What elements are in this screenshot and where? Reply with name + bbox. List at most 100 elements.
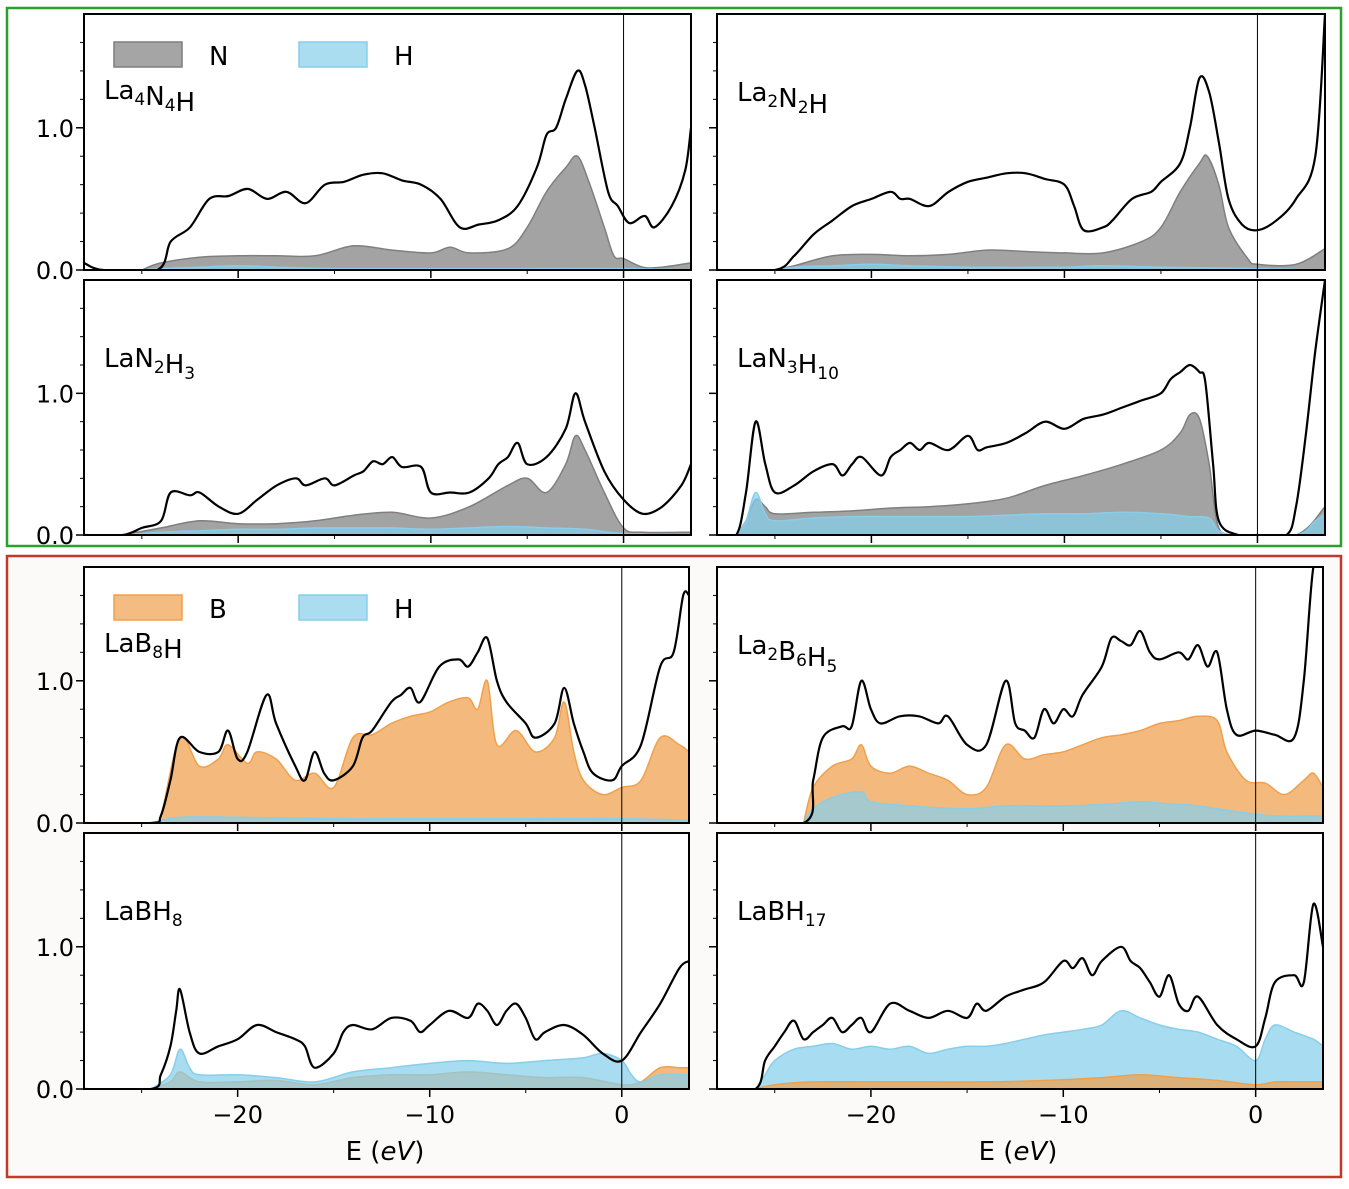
panel-la2n2h: La2N2H	[709, 13, 1326, 278]
formula-subscript: 17	[805, 911, 827, 931]
panel-background	[717, 280, 1325, 535]
panel-frame	[83, 832, 690, 1090]
pdos-area-B	[755, 1074, 1323, 1089]
legend-label-H: H	[394, 595, 414, 625]
formula-subscript: 10	[817, 364, 839, 384]
plot-area	[84, 280, 691, 535]
x-tick-label: −10	[1038, 1101, 1089, 1129]
formula-subscript: 4	[165, 96, 176, 116]
pdos-area-B	[802, 715, 1323, 823]
panel-lan2h3: 0.0 1.0 LaN2H3	[36, 279, 692, 550]
compound-label: LaBH17	[737, 897, 826, 931]
compound-label: La4N4H	[104, 76, 195, 118]
formula-subscript: 3	[787, 358, 798, 378]
formula-element: H	[176, 88, 196, 118]
legend-swatch-H	[298, 41, 368, 68]
formula-element: B	[778, 637, 796, 667]
panel-background	[717, 14, 1325, 270]
plot-area	[84, 833, 689, 1089]
formula-element: H	[165, 350, 185, 380]
pdos-area-H	[774, 263, 1325, 270]
pdos-area-N	[141, 155, 691, 270]
nitride-group-border	[5, 6, 1343, 548]
compound-label: La2B6H5	[737, 631, 837, 677]
formula-element: H	[163, 635, 183, 665]
total-dos-line	[84, 590, 689, 823]
panel-labh8: 0.0 1.0 −20 −10 0 LaBH8	[36, 832, 690, 1129]
formula-element: N	[767, 344, 786, 374]
pdos-area-N	[122, 434, 691, 535]
total-dos-line	[84, 960, 689, 1089]
formula-subscript: 2	[767, 92, 778, 112]
formula-element: N	[778, 84, 797, 114]
formula-element: N	[134, 344, 153, 374]
total-dos-line	[84, 69, 691, 270]
formula-element: La	[104, 76, 134, 106]
compound-label: LaBH8	[104, 897, 183, 931]
panel-frame	[83, 13, 692, 271]
pdos-area-N	[774, 154, 1325, 270]
formula-subscript: 5	[826, 657, 837, 677]
plot-area	[84, 14, 691, 270]
x-tick-label: −20	[846, 1101, 897, 1129]
plot-area	[717, 14, 1325, 270]
formula-element: H	[807, 643, 827, 673]
x-tick-label: 0	[1248, 1101, 1263, 1129]
x-tick-label: 0	[614, 1101, 629, 1129]
formula-subscript: 2	[154, 358, 165, 378]
legend-swatch-B	[113, 594, 183, 621]
total-dos-line	[717, 567, 1323, 823]
total-dos-line	[717, 14, 1325, 270]
x-axis-label-right: E (eV)	[979, 1137, 1058, 1167]
formula-subscript: 2	[767, 645, 778, 665]
formula-element: B	[134, 897, 152, 927]
formula-element: N	[145, 82, 164, 112]
formula-subscript: 8	[152, 643, 163, 663]
formula-element: B	[767, 897, 785, 927]
panel-frame	[83, 566, 690, 824]
formula-element: H	[785, 897, 805, 927]
formula-subscript: 6	[796, 651, 807, 671]
pdos-area-N	[735, 411, 1325, 535]
compound-label: LaN3H10	[737, 344, 839, 384]
plot-area	[84, 567, 689, 823]
panel-frame	[716, 279, 1326, 536]
formula-element: La	[737, 78, 767, 108]
pdos-area-H	[802, 790, 1323, 823]
plot-area	[717, 833, 1323, 1089]
formula-element: H	[798, 350, 818, 380]
pdos-area-H	[122, 525, 691, 535]
pdos-area-H	[754, 1009, 1323, 1089]
formula-element: H	[152, 897, 172, 927]
compound-label: LaB8H	[104, 629, 183, 665]
panel-frame	[716, 832, 1324, 1090]
y-tick-label: 1.0	[36, 668, 74, 696]
total-dos-line	[84, 392, 691, 535]
panel-background	[84, 833, 689, 1089]
pdos-area-H	[149, 1048, 689, 1089]
x-axis-labels: E (eV) E (eV)	[346, 1137, 1058, 1167]
legend-swatch-N	[113, 41, 183, 68]
y-tick-label: 1.0	[36, 380, 74, 408]
legend-label-H: H	[394, 42, 414, 72]
y-tick-label: 1.0	[36, 115, 74, 143]
formula-element: La	[104, 897, 134, 927]
formula-subscript: 8	[172, 911, 183, 931]
legend-label-B: B	[209, 595, 227, 625]
x-tick-label: −10	[404, 1101, 455, 1129]
formula-element: La	[737, 631, 767, 661]
formula-element: La	[737, 897, 767, 927]
y-tick-label: 0.0	[36, 810, 74, 838]
formula-subscript: 4	[134, 90, 145, 110]
formula-element: La	[737, 344, 767, 374]
panel-frame	[83, 279, 692, 536]
total-dos-line	[717, 280, 1325, 535]
y-tick-label: 0.0	[36, 257, 74, 285]
plot-area	[717, 567, 1323, 823]
